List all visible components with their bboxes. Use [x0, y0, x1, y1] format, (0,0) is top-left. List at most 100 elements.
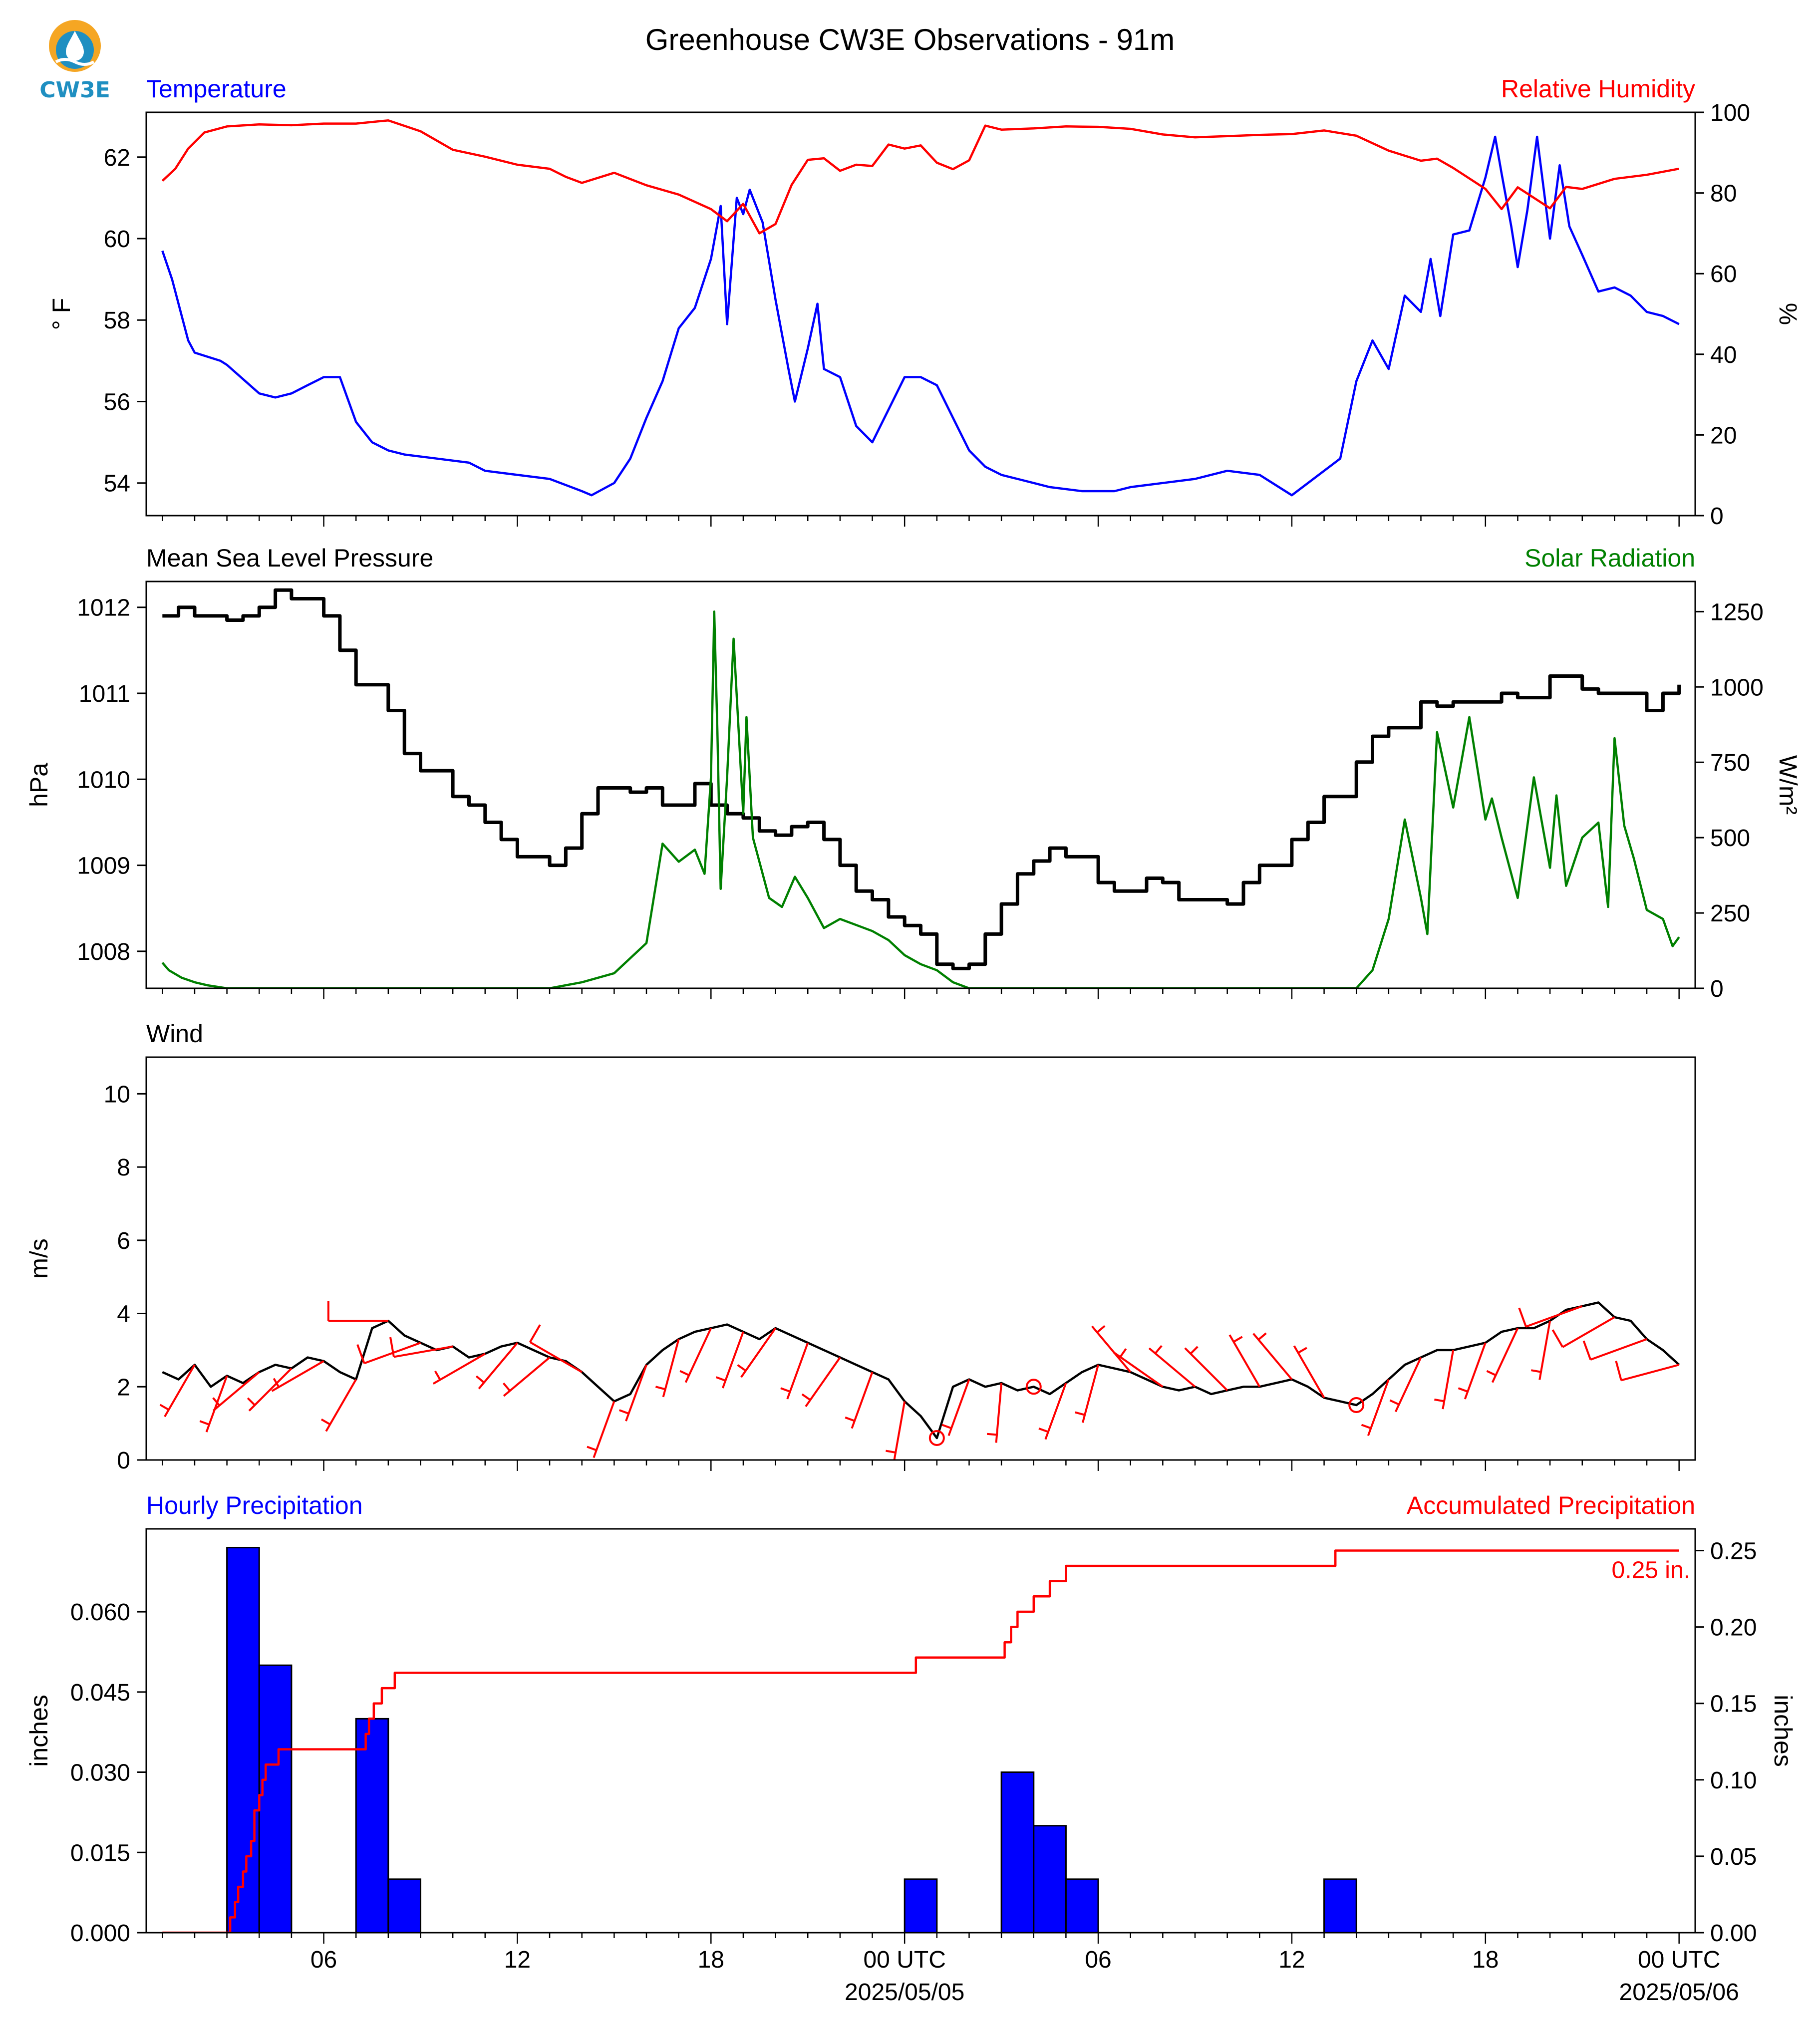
y-tick-label: 0.060	[70, 1599, 130, 1626]
wind-barb-shaft	[1464, 1342, 1487, 1400]
y2-tick-label: 40	[1710, 342, 1737, 368]
wind-barb-flag	[320, 1418, 331, 1426]
wind-barb-shaft	[1228, 1334, 1261, 1388]
figure-title: Greenhouse CW3E Observations - 91m	[645, 23, 1175, 56]
wind-barb-flag	[389, 1337, 395, 1357]
wind-barb-flag	[941, 1424, 952, 1430]
accumulated-total-label: 0.25 in.	[1612, 1557, 1690, 1583]
wind-barb-shaft	[213, 1371, 260, 1412]
wind-barb-flag	[801, 1393, 811, 1401]
y-tick-label: 56	[104, 389, 130, 415]
wind-barb-shaft	[1184, 1347, 1228, 1392]
y-axis-label: hPa	[25, 763, 53, 807]
wind-barb-shaft	[1252, 1333, 1293, 1380]
wind-barb	[1434, 1350, 1455, 1410]
wind-barb-shaft	[1525, 1305, 1583, 1328]
panel-left-title: Wind	[146, 1020, 203, 1048]
wind-barb	[1293, 1345, 1325, 1399]
wind-barb-flag	[356, 1344, 365, 1364]
wind-barb	[679, 1328, 712, 1383]
wind-barb-shaft	[662, 1339, 680, 1398]
y2-tick-label: 250	[1710, 900, 1750, 927]
x-date-label: 2025/05/06	[1619, 1979, 1739, 2006]
wind-barb-flag	[1096, 1325, 1106, 1333]
wind-barb-shaft	[393, 1345, 453, 1358]
wind-barb-shaft	[1293, 1345, 1325, 1399]
wind-barb-flag	[1257, 1332, 1267, 1341]
precip-bar	[1000, 1771, 1035, 1933]
y2-tick-label: 750	[1710, 750, 1750, 776]
panel-frame	[145, 1528, 1696, 1934]
wind-calm-circle	[1025, 1379, 1042, 1395]
y-tick-label: 8	[117, 1155, 130, 1181]
x-tick-label: 06	[310, 1947, 337, 1973]
y2-tick-label: 0.10	[1710, 1767, 1757, 1794]
wind-barb-flag	[1389, 1399, 1400, 1406]
wind-barb-flag	[1530, 1369, 1541, 1373]
wind-barb-flag	[1075, 1411, 1085, 1416]
precip-bar	[1033, 1825, 1067, 1933]
x-tick-label: 06	[1085, 1947, 1111, 1973]
wind-barb	[715, 1331, 744, 1389]
wind-barb-flag	[1486, 1370, 1497, 1376]
y-tick-label: 0.045	[70, 1680, 130, 1706]
y-tick-label: 1012	[77, 595, 130, 621]
wind-barb	[886, 1401, 906, 1460]
y-tick-label: 58	[104, 307, 130, 334]
wind-barb-flag	[273, 1378, 280, 1388]
wind-barb-flag	[886, 1449, 896, 1454]
wind-barb-shaft	[1394, 1357, 1422, 1413]
panel-left-title: Mean Sea Level Pressure	[146, 544, 433, 572]
y-tick-label: 1010	[77, 767, 130, 793]
wind-barb	[1113, 1348, 1164, 1388]
y-tick-label: 10	[104, 1081, 130, 1108]
y2-tick-label: 1000	[1710, 674, 1764, 701]
wind-barb-flag	[1615, 1361, 1622, 1381]
y-tick-label: 4	[117, 1301, 130, 1328]
wind-barb-shaft	[1590, 1338, 1647, 1361]
cw3e-logo: CW3E	[39, 20, 110, 103]
wind-barb-shaft	[1367, 1379, 1390, 1437]
wind-barb-shaft	[722, 1331, 744, 1389]
wind-barb	[529, 1324, 583, 1373]
wind-barb-flag	[1190, 1346, 1199, 1355]
y-tick-label: 0	[117, 1448, 130, 1474]
y2-tick-label: 0.15	[1710, 1691, 1757, 1718]
wind-barb	[1518, 1305, 1583, 1328]
y-axis-label: m/s	[25, 1238, 53, 1279]
x-tick-label: 12	[504, 1947, 531, 1973]
wind-barb-shaft	[432, 1353, 486, 1385]
wind-barb-flag	[1038, 1427, 1049, 1433]
wind-barb-shaft	[1562, 1316, 1615, 1348]
wind-barb	[1389, 1357, 1422, 1413]
wind-barb-flag	[247, 1397, 256, 1406]
wind-barb-flag	[655, 1386, 666, 1391]
wind-barb	[1252, 1332, 1293, 1380]
wind-barb	[503, 1357, 551, 1397]
wind-barb-shaft	[625, 1364, 647, 1422]
wind-barb	[159, 1364, 196, 1418]
wind-barb-flag	[1551, 1329, 1564, 1348]
wind-barb	[247, 1368, 293, 1412]
wind-barb-flag	[212, 1397, 221, 1407]
y-tick-label: 2	[117, 1374, 130, 1401]
wind-barb-shaft	[1538, 1320, 1551, 1380]
y-tick-label: 0.030	[70, 1760, 130, 1786]
wind-barb-flag	[780, 1387, 791, 1393]
wind-barb	[1091, 1325, 1132, 1373]
wind-calm-circle	[1348, 1397, 1365, 1413]
wind-barb	[1184, 1346, 1228, 1392]
panel-pressure-solar: Mean Sea Level Pressure Solar Radiation 10…	[25, 544, 1802, 1002]
panel-precipitation: Hourly Precipitation Accumulated Precipit…	[25, 1491, 1797, 2006]
wind-barb-flag	[199, 1420, 210, 1426]
wind-barb-flag	[434, 1370, 441, 1381]
wind-barb-shaft	[947, 1379, 970, 1437]
x-tick-label: 00 UTC	[863, 1947, 945, 1973]
wind-barb-flag	[715, 1376, 726, 1382]
y-tick-label: 1008	[77, 939, 130, 965]
wind-barb-shaft	[1091, 1325, 1132, 1373]
wind-barb-flag	[529, 1324, 541, 1343]
accumulated-line	[162, 1549, 1679, 1933]
y2-tick-label: 100	[1710, 100, 1750, 126]
